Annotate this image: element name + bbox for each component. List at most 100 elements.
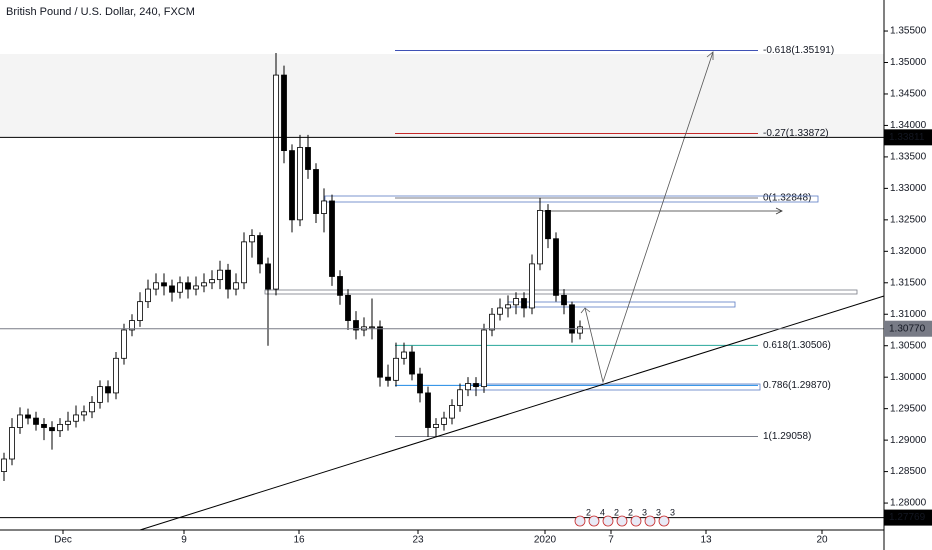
event-count: 2 xyxy=(628,507,633,517)
arrow-head xyxy=(775,207,783,215)
y-tick-label: 1.34500 xyxy=(890,89,927,100)
arrow-head xyxy=(580,307,591,314)
candle-body xyxy=(297,147,303,221)
candle-body xyxy=(65,420,71,425)
candle-body xyxy=(9,427,15,460)
candle-body xyxy=(441,417,447,425)
y-tick-label: 1.34000 xyxy=(890,120,927,131)
fib-label: -0.27(1.33872) xyxy=(763,128,829,139)
candle-body xyxy=(113,357,119,394)
candle-body xyxy=(377,326,383,378)
y-tick-label: 1.30500 xyxy=(890,340,927,351)
candle-body xyxy=(57,423,63,432)
candle-body xyxy=(553,238,559,296)
event-icon xyxy=(644,515,656,527)
candle-body xyxy=(273,74,279,290)
x-tick-label: 9 xyxy=(181,535,187,546)
candle-body xyxy=(17,414,23,428)
event-count: 3 xyxy=(656,507,661,517)
candle-body xyxy=(321,200,327,214)
candle-body xyxy=(1,458,7,472)
candle-body xyxy=(193,285,199,290)
y-tick-label: 1.32000 xyxy=(890,246,927,257)
y-tick-label: 1.28500 xyxy=(890,466,927,477)
zone xyxy=(0,54,884,138)
candle-body xyxy=(289,150,295,221)
candle-body xyxy=(521,298,527,309)
y-tick-label: 1.29500 xyxy=(890,403,927,414)
candle-body xyxy=(265,263,271,290)
candle-body xyxy=(305,147,311,170)
candle-body xyxy=(577,326,583,334)
price-tag-label: 1.30770 xyxy=(889,323,926,334)
candle-body xyxy=(177,282,183,293)
x-tick-label: 20 xyxy=(816,535,828,546)
candle-body xyxy=(473,383,479,388)
candle-body xyxy=(89,401,95,413)
event-count: 2 xyxy=(614,507,619,517)
x-tick-label: 16 xyxy=(293,535,305,546)
candle-body xyxy=(505,304,511,309)
candle-body xyxy=(97,386,103,403)
candle-body xyxy=(81,411,87,416)
candle-body xyxy=(49,427,55,432)
x-tick-label: 13 xyxy=(700,535,712,546)
candle-body xyxy=(209,279,215,284)
event-count: 4 xyxy=(600,507,605,517)
candle-body xyxy=(561,294,567,306)
candle-body xyxy=(257,235,263,265)
price-tag xyxy=(884,509,932,526)
x-tick-label: 7 xyxy=(608,535,614,546)
event-icon xyxy=(658,515,670,527)
y-tick-label: 1.32500 xyxy=(890,214,927,225)
candle-body xyxy=(121,329,127,359)
candle-body xyxy=(401,351,407,359)
candle-body xyxy=(33,417,39,425)
candle-body xyxy=(153,282,159,290)
candle-body xyxy=(73,414,79,422)
candle-body xyxy=(217,269,223,281)
candle-body xyxy=(433,423,439,428)
candle-body xyxy=(345,294,351,321)
candle-body xyxy=(497,307,503,315)
x-tick-label: Dec xyxy=(54,535,72,546)
candle-body xyxy=(225,269,231,290)
candle-body xyxy=(537,210,543,265)
candle-body xyxy=(145,288,151,303)
y-tick-label: 1.35500 xyxy=(890,26,927,37)
price-axis xyxy=(884,0,932,550)
box-drawing xyxy=(324,195,819,203)
candle-body xyxy=(569,304,575,334)
fib-label: 0.618(1.30506) xyxy=(763,340,831,351)
candle-body xyxy=(105,386,111,394)
candle-body xyxy=(529,263,535,309)
candle-body xyxy=(513,298,519,306)
arrow-head xyxy=(706,51,714,60)
event-icon xyxy=(616,515,628,527)
y-tick-label: 1.29000 xyxy=(890,435,927,446)
candle-body xyxy=(185,282,191,290)
candle-body xyxy=(545,210,551,240)
y-tick-label: 1.35000 xyxy=(890,57,927,68)
trendline xyxy=(139,295,885,531)
chart-title: British Pound / U.S. Dollar, 240, FXCM xyxy=(6,6,195,18)
candle-body xyxy=(369,326,375,329)
price-tag-label: 1.27769 xyxy=(889,512,926,523)
candle-body xyxy=(409,351,415,375)
fib-label: -0.618(1.35191) xyxy=(763,45,834,56)
candle-body xyxy=(417,373,423,394)
fib-label: 0.786(1.29870) xyxy=(763,380,831,391)
y-tick-label: 1.31000 xyxy=(890,309,927,320)
event-icon xyxy=(574,515,586,527)
candle-body xyxy=(425,392,431,428)
candle-body xyxy=(337,276,343,296)
candle-body xyxy=(25,414,31,419)
fib-label: 0(1.32848) xyxy=(763,193,811,204)
x-tick-label: 2020 xyxy=(534,535,557,546)
candle-body xyxy=(481,329,487,388)
event-icon xyxy=(588,515,600,527)
event-count: 3 xyxy=(670,507,675,517)
fib-label: 1(1.29058) xyxy=(763,431,811,442)
box-drawing xyxy=(264,289,858,295)
